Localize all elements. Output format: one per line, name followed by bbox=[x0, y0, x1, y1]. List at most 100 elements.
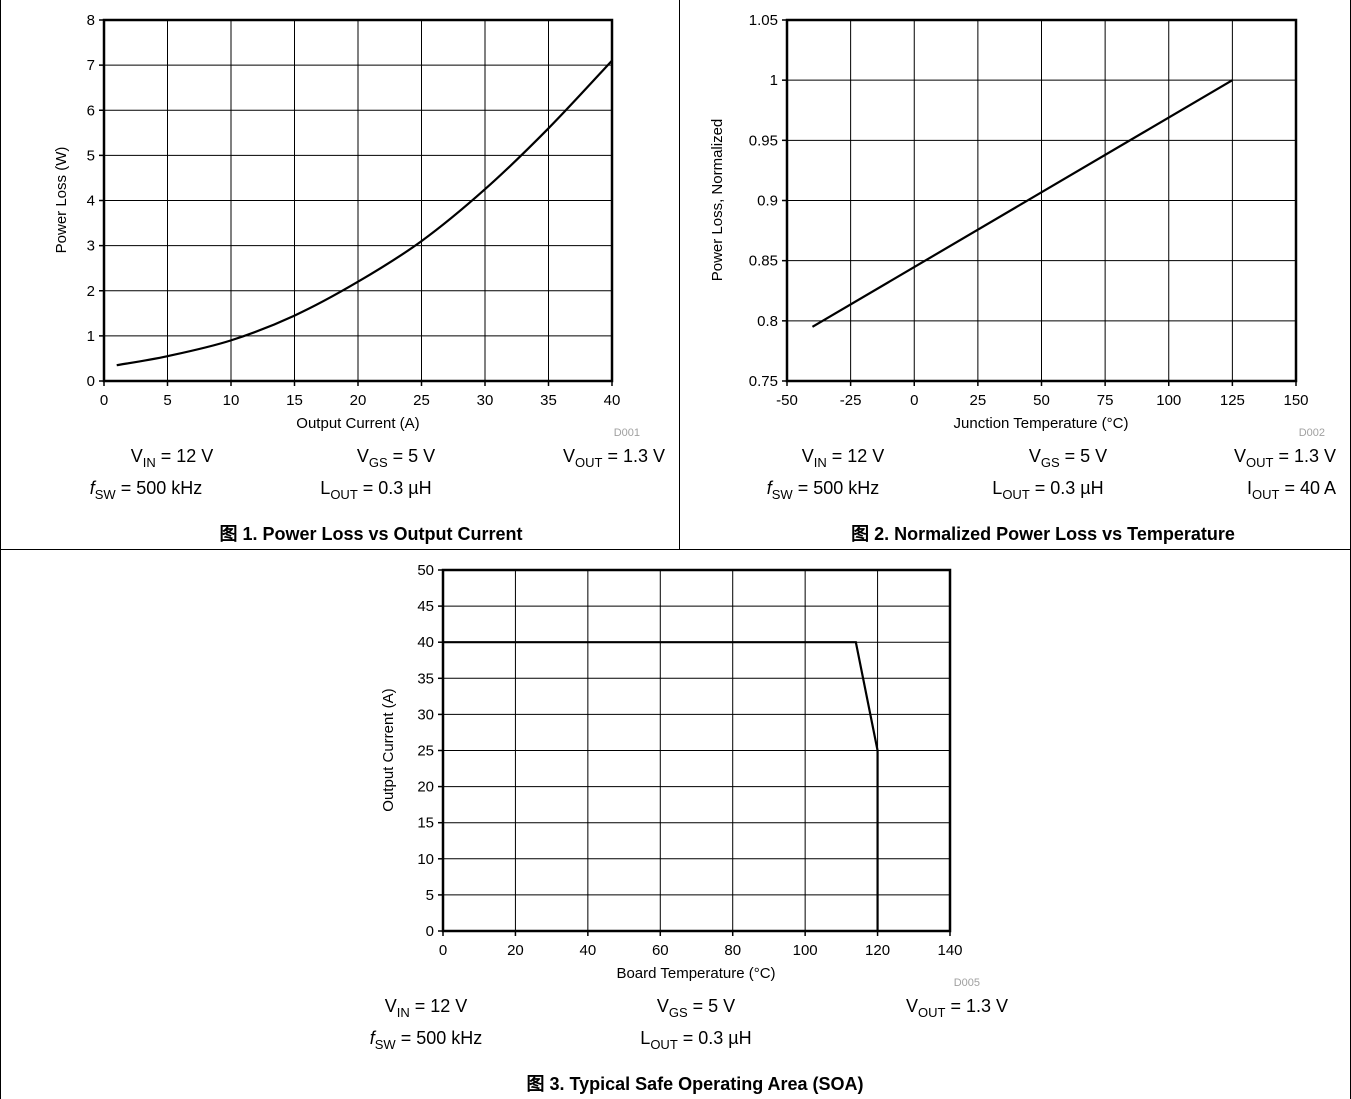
y-tick-label: 4 bbox=[87, 193, 95, 210]
condition-subscript: OUT bbox=[1246, 455, 1274, 470]
condition-value: = 500 kHz bbox=[396, 1028, 483, 1048]
condition-value: = 12 V bbox=[827, 446, 885, 466]
condition-text: VGS = 5 V bbox=[357, 446, 435, 470]
condition-text: IOUT = 40 A bbox=[1247, 478, 1336, 502]
x-tick-label: 100 bbox=[793, 942, 818, 959]
series-line bbox=[116, 59, 613, 367]
condition-symbol: V bbox=[657, 996, 669, 1016]
y-tick-label: 5 bbox=[426, 887, 434, 904]
x-tick-label: 100 bbox=[1156, 392, 1181, 409]
condition-subscript: SW bbox=[95, 487, 117, 502]
x-tick-label: 50 bbox=[1033, 392, 1050, 409]
y-axis-label: Power Loss, Normalized bbox=[709, 119, 726, 282]
x-tick-label: 75 bbox=[1097, 392, 1114, 409]
condition-text: VIN = 12 V bbox=[385, 996, 468, 1020]
condition-text: fSW = 500 kHz bbox=[767, 478, 880, 502]
normalized-power-loss-vs-temperature-chart: -50 -25 0 25 50 75 100 125 150 0.75 0.8 0.85 0.9 0.95… bbox=[709, 12, 1309, 432]
x-tick-label: 25 bbox=[970, 392, 987, 409]
condition-value: = 500 kHz bbox=[793, 478, 880, 498]
y-axis-label: Output Current (A) bbox=[380, 688, 397, 811]
condition-value: = 1.3 V bbox=[602, 446, 665, 466]
condition-symbol: f bbox=[370, 1028, 377, 1048]
condition-value: = 5 V bbox=[388, 446, 436, 466]
x-tick-label: 40 bbox=[580, 942, 597, 959]
condition-symbol: V bbox=[563, 446, 575, 466]
x-tick-label: 35 bbox=[540, 392, 557, 409]
condition-symbol: L bbox=[320, 478, 330, 498]
y-tick-label: 45 bbox=[417, 598, 434, 615]
y-tick-label: 0.85 bbox=[749, 253, 778, 270]
x-tick-label: 60 bbox=[652, 942, 669, 959]
condition-value: = 0.3 µH bbox=[1030, 478, 1104, 498]
figure-caption: 图 3. Typical Safe Operating Area (SOA) bbox=[526, 1074, 863, 1094]
y-tick-label: 0.8 bbox=[757, 313, 778, 330]
x-tick-label: 10 bbox=[223, 392, 240, 409]
safe-operating-area-chart: 0 20 40 60 80 100 120 140 0 5 10 15 20 25 30 35 40 45 50 Bo… bbox=[380, 562, 963, 982]
condition-symbol: f bbox=[767, 478, 774, 498]
y-tick-label: 50 bbox=[417, 562, 434, 579]
condition-text: LOUT = 0.3 µH bbox=[640, 1028, 751, 1052]
condition-subscript: SW bbox=[772, 487, 794, 502]
x-axis-label: Board Temperature (°C) bbox=[616, 965, 775, 982]
series-line bbox=[811, 79, 1233, 328]
figure-code: D005 bbox=[954, 977, 980, 989]
y-tick-label: 0.95 bbox=[749, 132, 778, 149]
condition-symbol: V bbox=[131, 446, 143, 466]
x-tick-label: 20 bbox=[507, 942, 524, 959]
figure-2: -50 -25 0 25 50 75 100 125 150 0.75 0.8 0.85 0.9 0.95… bbox=[709, 12, 1336, 544]
y-tick-label: 5 bbox=[87, 147, 95, 164]
condition-subscript: GS bbox=[669, 1005, 688, 1020]
condition-subscript: OUT bbox=[918, 1005, 946, 1020]
y-tick-label: 25 bbox=[417, 743, 434, 760]
condition-symbol: V bbox=[1029, 446, 1041, 466]
y-tick-label: 6 bbox=[87, 102, 95, 119]
x-tick-label: 0 bbox=[910, 392, 918, 409]
y-axis-label: Power Loss (W) bbox=[53, 147, 70, 254]
x-tick-label: 150 bbox=[1283, 392, 1308, 409]
condition-symbol: V bbox=[357, 446, 369, 466]
condition-text: VGS = 5 V bbox=[657, 996, 735, 1020]
condition-subscript: OUT bbox=[575, 455, 603, 470]
figure-caption: 图 2. Normalized Power Loss vs Temperatur… bbox=[851, 524, 1235, 544]
condition-value: = 5 V bbox=[688, 996, 736, 1016]
condition-subscript: GS bbox=[369, 455, 388, 470]
condition-symbol: V bbox=[385, 996, 397, 1016]
x-tick-label: 0 bbox=[100, 392, 108, 409]
figure-code: D001 bbox=[614, 427, 640, 439]
condition-symbol: f bbox=[90, 478, 97, 498]
y-tick-label: 2 bbox=[87, 283, 95, 300]
y-tick-label: 30 bbox=[417, 706, 434, 723]
condition-text: VOUT = 1.3 V bbox=[563, 446, 665, 470]
x-tick-label: 140 bbox=[937, 942, 962, 959]
series-line bbox=[443, 641, 879, 931]
x-tick-label: 40 bbox=[604, 392, 621, 409]
x-tick-label: -50 bbox=[776, 392, 798, 409]
condition-subscript: IN bbox=[814, 455, 827, 470]
condition-symbol: L bbox=[640, 1028, 650, 1048]
condition-value: = 500 kHz bbox=[116, 478, 203, 498]
condition-subscript: SW bbox=[375, 1037, 397, 1052]
y-tick-label: 3 bbox=[87, 238, 95, 255]
condition-text: VIN = 12 V bbox=[131, 446, 214, 470]
y-tick-label: 0 bbox=[426, 923, 434, 940]
x-tick-label: 20 bbox=[350, 392, 367, 409]
y-tick-label: 1 bbox=[770, 72, 778, 89]
x-tick-label: 80 bbox=[724, 942, 741, 959]
y-tick-label: 0 bbox=[87, 373, 95, 390]
condition-text: fSW = 500 kHz bbox=[370, 1028, 483, 1052]
y-tick-label: 35 bbox=[417, 670, 434, 687]
x-tick-label: 30 bbox=[477, 392, 494, 409]
condition-value: = 40 A bbox=[1279, 478, 1336, 498]
figure-caption: 图 1. Power Loss vs Output Current bbox=[219, 524, 522, 544]
condition-text: VIN = 12 V bbox=[802, 446, 885, 470]
condition-value: = 0.3 µH bbox=[678, 1028, 752, 1048]
y-tick-label: 40 bbox=[417, 634, 434, 651]
condition-text: fSW = 500 kHz bbox=[90, 478, 203, 502]
condition-subscript: OUT bbox=[330, 487, 358, 502]
condition-subscript: OUT bbox=[1252, 487, 1280, 502]
condition-symbol: V bbox=[906, 996, 918, 1016]
